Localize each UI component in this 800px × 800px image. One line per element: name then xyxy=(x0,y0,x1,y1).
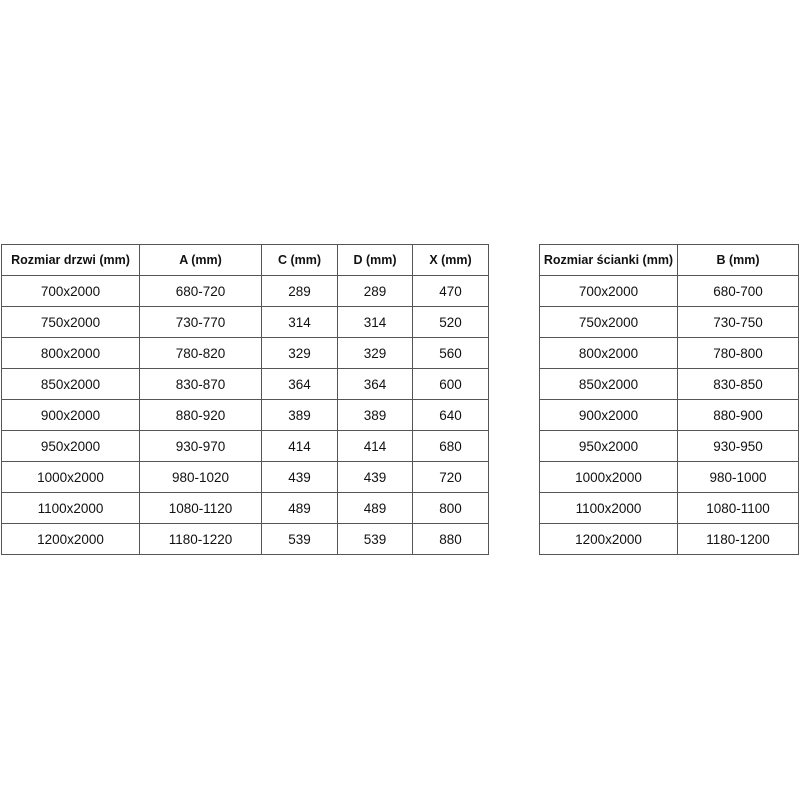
table-cell: 470 xyxy=(412,275,489,307)
table-cell: 880 xyxy=(412,523,489,555)
table-cell: 289 xyxy=(261,275,338,307)
table-cell: 489 xyxy=(337,492,413,524)
table-row: 750x2000 730-750 xyxy=(539,306,799,338)
table-cell: 1200x2000 xyxy=(539,523,678,555)
table-cell: 900x2000 xyxy=(539,399,678,431)
table-row: 700x2000 680-700 xyxy=(539,275,799,307)
table-cell: 750x2000 xyxy=(1,306,140,338)
table-cell: 1080-1120 xyxy=(139,492,262,524)
door-size-table: Rozmiar drzwi (mm) A (mm) C (mm) D (mm) X (m… xyxy=(1,244,489,555)
table-row: 1200x2000 1180-1220 539 539 880 xyxy=(1,523,489,555)
table-cell: 780-820 xyxy=(139,337,262,369)
table-row: 950x2000 930-950 xyxy=(539,430,799,462)
table-header-row: Rozmiar ścianki (mm) B (mm) xyxy=(539,244,799,276)
table-cell: 1200x2000 xyxy=(1,523,140,555)
table-row: 1100x2000 1080-1100 xyxy=(539,492,799,524)
table-body: 700x2000 680-720 289 289 470 750x2000 730-770 3… xyxy=(1,275,489,555)
table-cell: 329 xyxy=(261,337,338,369)
column-header: A (mm) xyxy=(139,244,262,276)
table-cell: 414 xyxy=(261,430,338,462)
table-cell: 800x2000 xyxy=(1,337,140,369)
table-row: 1000x2000 980-1000 xyxy=(539,461,799,493)
table-cell: 880-900 xyxy=(677,399,799,431)
table-cell: 800x2000 xyxy=(539,337,678,369)
table-cell: 720 xyxy=(412,461,489,493)
table-cell: 980-1020 xyxy=(139,461,262,493)
table-cell: 830-850 xyxy=(677,368,799,400)
table-cell: 950x2000 xyxy=(539,430,678,462)
column-header: Rozmiar drzwi (mm) xyxy=(1,244,140,276)
column-header: Rozmiar ścianki (mm) xyxy=(539,244,678,276)
table-cell: 389 xyxy=(337,399,413,431)
table-cell: 930-970 xyxy=(139,430,262,462)
table-cell: 730-770 xyxy=(139,306,262,338)
table-row: 800x2000 780-800 xyxy=(539,337,799,369)
table-row: 900x2000 880-900 xyxy=(539,399,799,431)
table-header-row: Rozmiar drzwi (mm) A (mm) C (mm) D (mm) X (m… xyxy=(1,244,489,276)
table-row: 850x2000 830-870 364 364 600 xyxy=(1,368,489,400)
table-cell: 1180-1200 xyxy=(677,523,799,555)
table-cell: 389 xyxy=(261,399,338,431)
column-header: D (mm) xyxy=(337,244,413,276)
table-cell: 830-870 xyxy=(139,368,262,400)
table-row: 1200x2000 1180-1200 xyxy=(539,523,799,555)
column-header: B (mm) xyxy=(677,244,799,276)
table-cell: 329 xyxy=(337,337,413,369)
table-cell: 780-800 xyxy=(677,337,799,369)
table-cell: 314 xyxy=(261,306,338,338)
table-cell: 439 xyxy=(261,461,338,493)
table-cell: 730-750 xyxy=(677,306,799,338)
table-cell: 850x2000 xyxy=(1,368,140,400)
table-cell: 680 xyxy=(412,430,489,462)
table-cell: 1180-1220 xyxy=(139,523,262,555)
table-row: 1000x2000 980-1020 439 439 720 xyxy=(1,461,489,493)
table-row: 1100x2000 1080-1120 489 489 800 xyxy=(1,492,489,524)
table-cell: 700x2000 xyxy=(539,275,678,307)
table-cell: 439 xyxy=(337,461,413,493)
table-cell: 600 xyxy=(412,368,489,400)
table-cell: 750x2000 xyxy=(539,306,678,338)
column-header: C (mm) xyxy=(261,244,338,276)
table-cell: 364 xyxy=(261,368,338,400)
table-cell: 1100x2000 xyxy=(539,492,678,524)
table-row: 800x2000 780-820 329 329 560 xyxy=(1,337,489,369)
table-cell: 800 xyxy=(412,492,489,524)
table-row: 950x2000 930-970 414 414 680 xyxy=(1,430,489,462)
column-header: X (mm) xyxy=(412,244,489,276)
table-cell: 560 xyxy=(412,337,489,369)
table-cell: 364 xyxy=(337,368,413,400)
table-cell: 680-720 xyxy=(139,275,262,307)
table-cell: 520 xyxy=(412,306,489,338)
table-cell: 1080-1100 xyxy=(677,492,799,524)
table-cell: 1000x2000 xyxy=(539,461,678,493)
table-cell: 680-700 xyxy=(677,275,799,307)
table-cell: 539 xyxy=(337,523,413,555)
table-cell: 880-920 xyxy=(139,399,262,431)
table-body: 700x2000 680-700 750x2000 730-750 800x2000 78… xyxy=(539,275,799,555)
table-row: 700x2000 680-720 289 289 470 xyxy=(1,275,489,307)
table-cell: 414 xyxy=(337,430,413,462)
table-row: 750x2000 730-770 314 314 520 xyxy=(1,306,489,338)
table-cell: 930-950 xyxy=(677,430,799,462)
table-cell: 900x2000 xyxy=(1,399,140,431)
wall-size-table: Rozmiar ścianki (mm) B (mm) 700x2000 680-7… xyxy=(539,244,799,555)
table-row: 900x2000 880-920 389 389 640 xyxy=(1,399,489,431)
table-row: 850x2000 830-850 xyxy=(539,368,799,400)
table-cell: 950x2000 xyxy=(1,430,140,462)
table-cell: 489 xyxy=(261,492,338,524)
table-cell: 1100x2000 xyxy=(1,492,140,524)
table-cell: 640 xyxy=(412,399,489,431)
table-cell: 289 xyxy=(337,275,413,307)
table-cell: 539 xyxy=(261,523,338,555)
table-cell: 1000x2000 xyxy=(1,461,140,493)
table-cell: 700x2000 xyxy=(1,275,140,307)
table-cell: 850x2000 xyxy=(539,368,678,400)
table-cell: 314 xyxy=(337,306,413,338)
table-cell: 980-1000 xyxy=(677,461,799,493)
